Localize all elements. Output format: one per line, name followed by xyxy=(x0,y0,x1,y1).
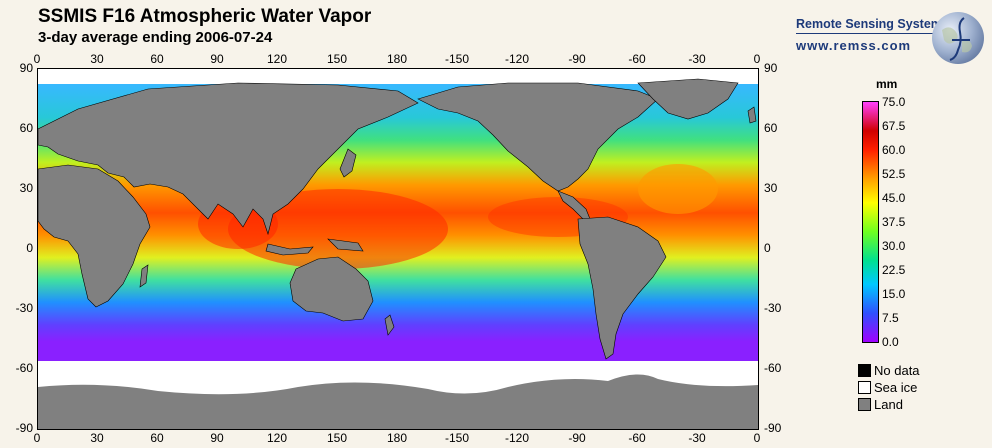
colorbar-tick-label: 15.0 xyxy=(882,287,906,301)
brand-name: Remote Sensing Systems xyxy=(796,17,949,31)
lat-tick-label-left: 0 xyxy=(26,241,33,255)
colorbar-tick-label: 60.0 xyxy=(882,143,906,157)
lon-tick-label-top: -30 xyxy=(688,52,706,66)
lat-tick-label-left: 30 xyxy=(19,181,33,195)
lon-tick-label-top: 150 xyxy=(326,52,348,66)
legend-swatch xyxy=(858,398,871,411)
colorbar-tick-label: 22.5 xyxy=(882,263,906,277)
legend-label: Land xyxy=(874,397,903,412)
lon-tick-label-top: 180 xyxy=(386,52,408,66)
lon-tick-label-top: -150 xyxy=(444,52,470,66)
lat-tick-label-left: 90 xyxy=(19,61,33,75)
lon-tick-label-top: 90 xyxy=(210,52,224,66)
lat-tick-label-right: 30 xyxy=(764,181,778,195)
lat-tick-label-left: -30 xyxy=(15,301,33,315)
lon-tick-label-bottom: 120 xyxy=(266,431,288,445)
lon-tick-label-top: 120 xyxy=(266,52,288,66)
lon-tick-label-bottom: 30 xyxy=(90,431,104,445)
colorbar-tick-label: 37.5 xyxy=(882,215,906,229)
lon-tick-label-top: 60 xyxy=(150,52,164,66)
lon-tick-label-top: -90 xyxy=(568,52,586,66)
colorbar-tick-label: 45.0 xyxy=(882,191,906,205)
colorbar-tick-label: 0.0 xyxy=(882,335,899,349)
colorbar-unit: mm xyxy=(876,77,898,91)
water-vapor-map xyxy=(37,68,759,430)
lon-tick-label-top: 30 xyxy=(90,52,104,66)
lat-tick-label-left: -90 xyxy=(15,421,33,435)
lon-tick-label-top: 0 xyxy=(753,52,761,66)
legend-swatch xyxy=(858,381,871,394)
colorbar-tick-label: 7.5 xyxy=(882,311,899,325)
lon-tick-label-top: -60 xyxy=(628,52,646,66)
lon-tick-label-bottom: -60 xyxy=(628,431,646,445)
map-subtitle: 3-day average ending 2006-07-24 xyxy=(38,29,273,46)
lat-tick-label-left: 60 xyxy=(19,121,33,135)
legend-label: No data xyxy=(874,363,920,378)
lon-tick-label-bottom: 150 xyxy=(326,431,348,445)
lat-tick-label-right: 0 xyxy=(764,241,771,255)
globe-logo-icon xyxy=(932,12,984,64)
lon-tick-label-top: 0 xyxy=(33,52,41,66)
lon-tick-label-bottom: 90 xyxy=(210,431,224,445)
lon-tick-label-top: -120 xyxy=(504,52,530,66)
lon-tick-label-bottom: 180 xyxy=(386,431,408,445)
lon-tick-label-bottom: -90 xyxy=(568,431,586,445)
lon-tick-label-bottom: 60 xyxy=(150,431,164,445)
brand-url: www.remss.com xyxy=(796,38,912,53)
lat-tick-label-right: 90 xyxy=(764,61,778,75)
lon-tick-label-bottom: -30 xyxy=(688,431,706,445)
lat-tick-label-right: 60 xyxy=(764,121,778,135)
lon-tick-label-bottom: 0 xyxy=(33,431,41,445)
colorbar-tick-label: 67.5 xyxy=(882,119,906,133)
map-title: SSMIS F16 Atmospheric Water Vapor xyxy=(38,6,372,27)
colorbar-tick-label: 52.5 xyxy=(882,167,906,181)
colorbar-tick-label: 30.0 xyxy=(882,239,906,253)
lat-tick-label-right: -30 xyxy=(764,301,782,315)
lon-tick-label-bottom: 0 xyxy=(753,431,761,445)
colorbar-tick-label: 75.0 xyxy=(882,95,906,109)
lon-tick-label-bottom: -120 xyxy=(504,431,530,445)
lat-tick-label-left: -60 xyxy=(15,361,33,375)
lat-tick-label-right: -60 xyxy=(764,361,782,375)
brand-divider xyxy=(796,33,948,34)
legend-label: Sea ice xyxy=(874,380,918,395)
colorbar xyxy=(862,101,879,343)
lat-tick-label-right: -90 xyxy=(764,421,782,435)
legend-swatch xyxy=(858,364,871,377)
lon-tick-label-bottom: -150 xyxy=(444,431,470,445)
